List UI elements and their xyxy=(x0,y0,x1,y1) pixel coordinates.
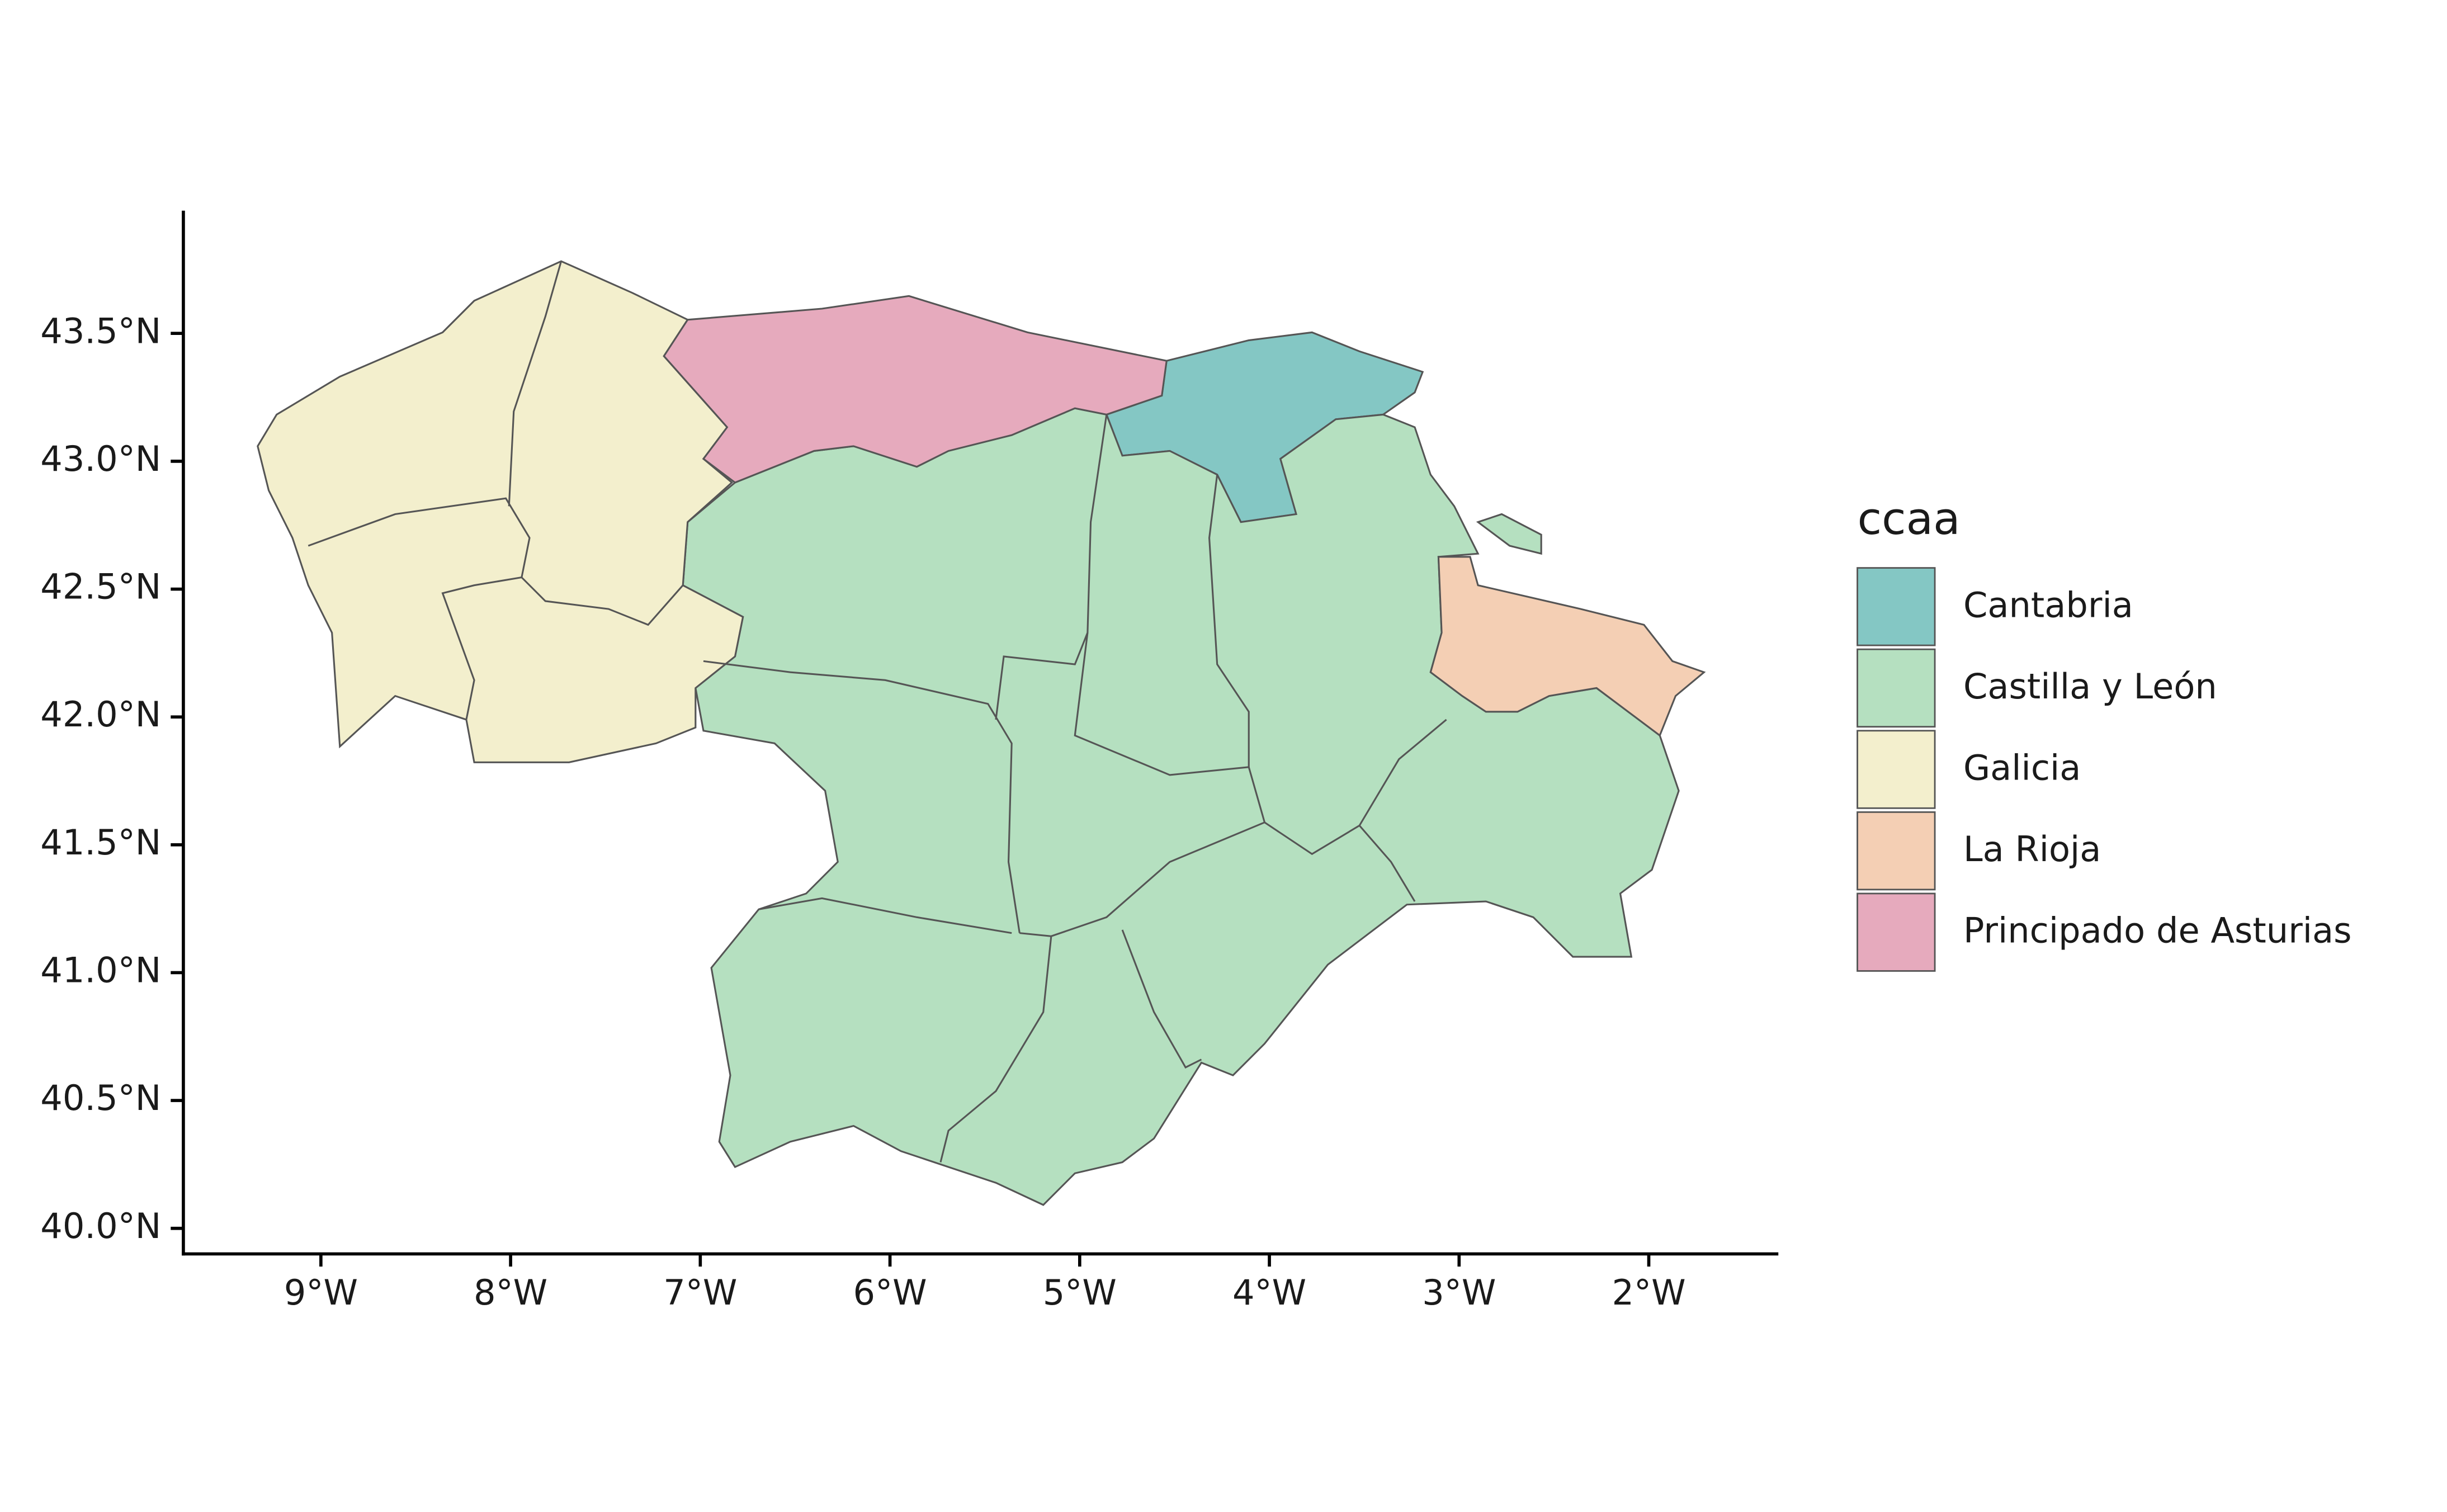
x-tick-label: 7°W xyxy=(663,1272,737,1313)
province-border xyxy=(1208,474,1250,767)
legend-label: La Rioja xyxy=(1963,829,2101,870)
x-tick-label: 5°W xyxy=(1043,1272,1117,1313)
y-tick-label: 42.0°N xyxy=(40,694,161,735)
province-border xyxy=(1358,825,1416,902)
province-border xyxy=(1121,929,1202,1069)
province-border xyxy=(521,577,684,626)
x-tick-label: 6°W xyxy=(853,1272,927,1313)
x-tick-label: 9°W xyxy=(284,1272,358,1313)
region xyxy=(682,407,1680,1206)
legend-swatch xyxy=(1856,892,1936,972)
y-tick-label: 40.0°N xyxy=(40,1206,161,1246)
region xyxy=(1429,556,1706,737)
x-tick-label: 2°W xyxy=(1612,1272,1685,1313)
region xyxy=(1476,513,1542,555)
legend-swatch xyxy=(1856,730,1936,809)
legend-label: Cantabria xyxy=(1963,584,2133,625)
y-tick-label: 43.0°N xyxy=(40,438,161,479)
y-tick-label: 41.5°N xyxy=(40,822,161,863)
map-regions xyxy=(257,260,1706,1206)
province-border xyxy=(758,897,1012,934)
province-border xyxy=(939,936,1052,1163)
y-tick-label: 43.5°N xyxy=(40,310,161,351)
legend-swatch xyxy=(1856,567,1936,646)
region xyxy=(257,260,744,763)
province-border xyxy=(703,660,1021,933)
province-borders xyxy=(308,261,1447,1163)
province-border xyxy=(1074,632,1265,823)
legend-label: Principado de Asturias xyxy=(1963,910,2352,951)
x-tick-label: 4°W xyxy=(1232,1272,1306,1313)
y-tick-label: 41.0°N xyxy=(40,950,161,991)
province-border xyxy=(995,414,1108,720)
legend-swatch xyxy=(1856,811,1936,891)
legend-label: Castilla y León xyxy=(1963,666,2217,707)
region xyxy=(663,295,1168,484)
legend-swatch xyxy=(1856,648,1936,728)
province-border xyxy=(508,261,563,507)
x-tick-label: 3°W xyxy=(1422,1272,1496,1313)
legend-title: ccaa xyxy=(1858,493,1961,545)
legend-label: Galicia xyxy=(1963,748,2081,788)
y-tick-label: 40.5°N xyxy=(40,1078,161,1118)
y-tick-label: 42.5°N xyxy=(40,566,161,607)
x-tick-label: 8°W xyxy=(474,1272,547,1313)
